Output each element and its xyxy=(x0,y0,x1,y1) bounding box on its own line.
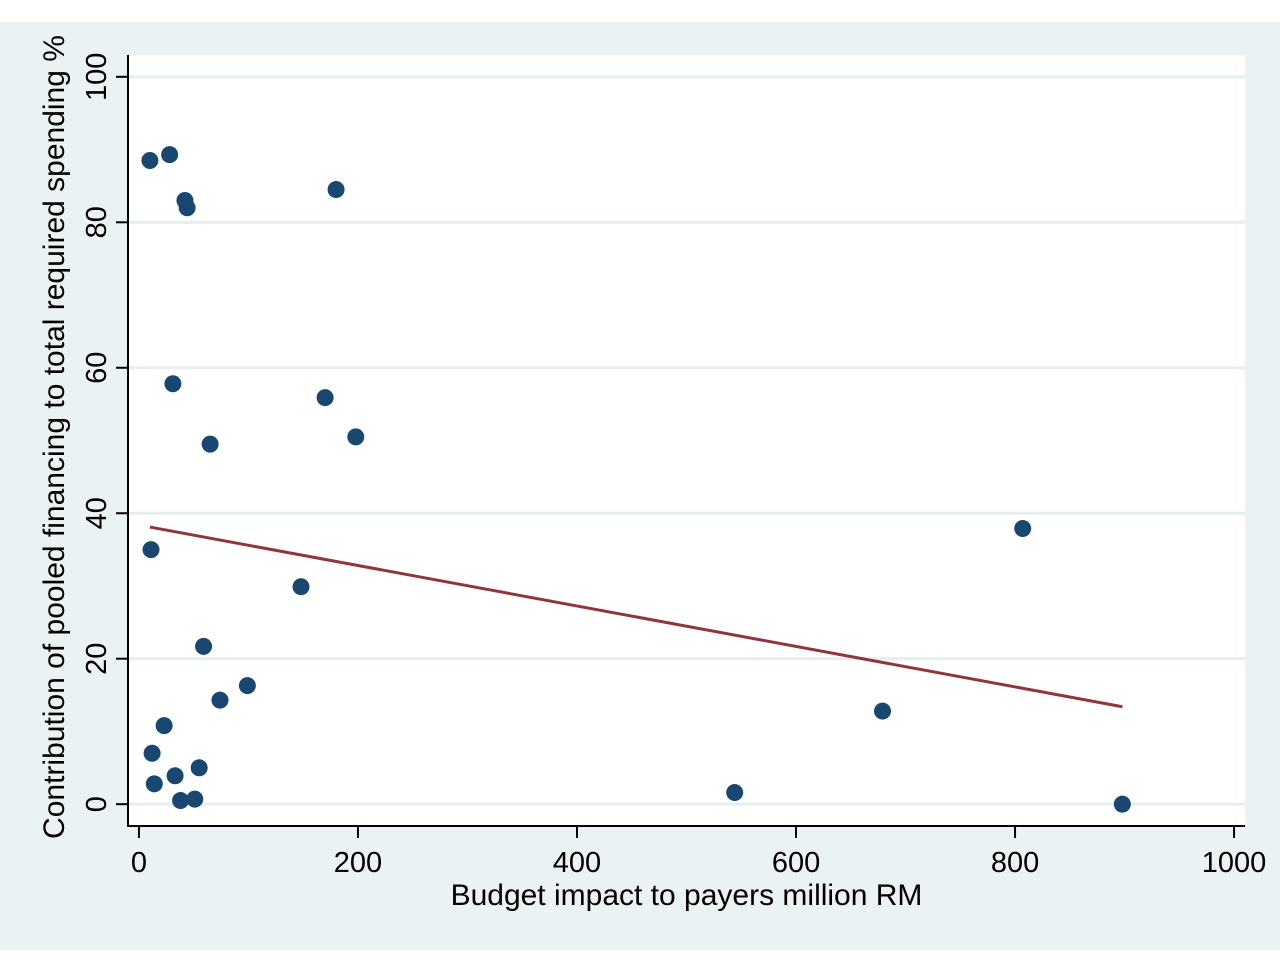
x-axis-label: Budget impact to payers million RM xyxy=(451,879,923,912)
x-tick-label-0: 0 xyxy=(131,847,147,879)
fit-line-layer xyxy=(149,525,1123,709)
x-tick-label-2: 400 xyxy=(553,847,601,879)
y-tick-label-5: 100 xyxy=(81,53,113,101)
data-point-21 xyxy=(172,792,190,810)
fit-line xyxy=(149,525,1123,709)
plot-area xyxy=(128,55,1245,826)
data-point-6 xyxy=(316,389,334,407)
data-point-10 xyxy=(292,578,310,596)
data-point-20 xyxy=(145,775,163,793)
data-point-24 xyxy=(1113,795,1131,813)
data-point-22 xyxy=(186,790,204,808)
data-points xyxy=(141,146,1131,813)
data-point-14 xyxy=(211,691,229,709)
data-point-0 xyxy=(141,151,159,169)
data-point-3 xyxy=(178,199,196,217)
y-tick-label-0: 0 xyxy=(81,796,113,812)
y-tick-label-3: 60 xyxy=(81,352,113,384)
data-point-9 xyxy=(142,541,160,559)
y-axis-label: Contribution of pooled financing to tota… xyxy=(38,35,71,839)
x-tick-label-3: 600 xyxy=(772,847,820,879)
data-point-19 xyxy=(166,767,184,785)
gridlines xyxy=(128,75,1245,806)
y-tick-label-2: 40 xyxy=(81,497,113,529)
data-point-8 xyxy=(347,428,365,446)
data-point-4 xyxy=(327,181,345,199)
data-point-11 xyxy=(1014,520,1032,538)
data-point-15 xyxy=(155,717,173,735)
x-tick-label-4: 800 xyxy=(991,847,1039,879)
x-tick-label-1: 200 xyxy=(334,847,382,879)
data-point-23 xyxy=(726,784,744,802)
data-point-17 xyxy=(143,744,161,762)
y-tick-label-4: 80 xyxy=(81,206,113,238)
y-tick-label-1: 20 xyxy=(81,643,113,675)
data-point-13 xyxy=(238,677,256,695)
axes: 0 200 400 600 800 1000 0 20 40 60 80 100 xyxy=(81,53,1266,879)
data-point-16 xyxy=(874,702,892,720)
data-point-12 xyxy=(195,637,213,655)
x-tick-label-5: 1000 xyxy=(1202,847,1267,879)
data-point-5 xyxy=(164,375,182,393)
data-point-1 xyxy=(161,146,179,164)
data-point-18 xyxy=(190,759,208,777)
data-point-7 xyxy=(201,435,219,453)
